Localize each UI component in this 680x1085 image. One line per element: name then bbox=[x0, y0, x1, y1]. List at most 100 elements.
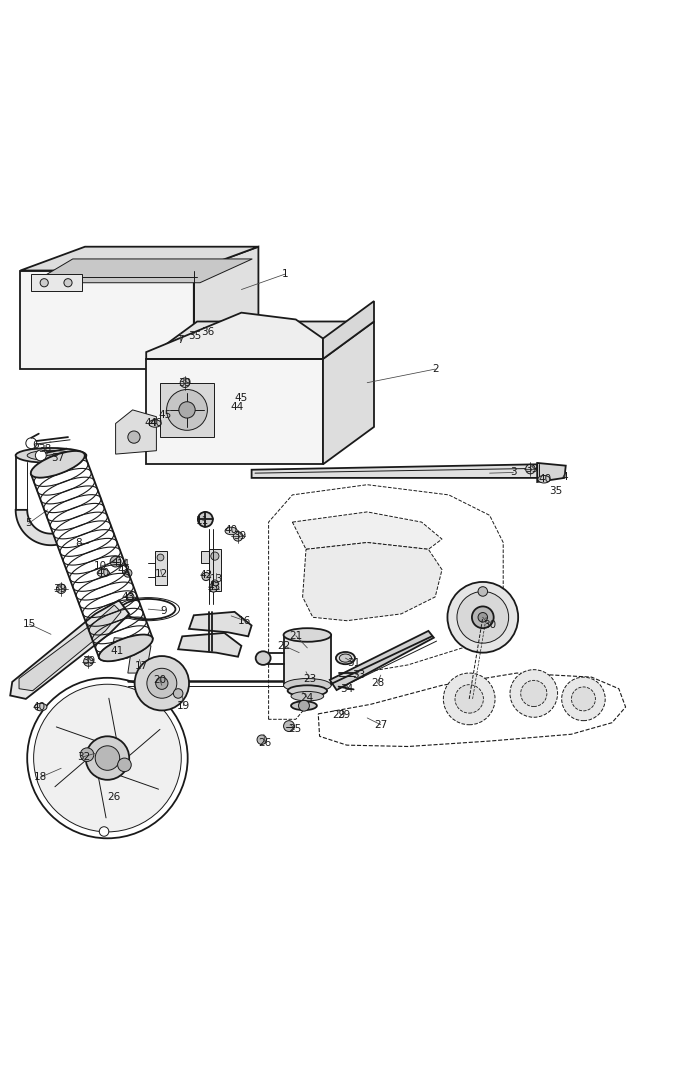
Ellipse shape bbox=[336, 652, 355, 664]
Text: 3: 3 bbox=[510, 468, 517, 477]
Text: 35: 35 bbox=[188, 331, 202, 342]
Polygon shape bbox=[10, 600, 129, 699]
Circle shape bbox=[472, 607, 494, 628]
Ellipse shape bbox=[99, 635, 153, 661]
Ellipse shape bbox=[27, 450, 75, 460]
Polygon shape bbox=[116, 410, 156, 455]
Text: 45: 45 bbox=[235, 394, 248, 404]
Polygon shape bbox=[323, 321, 374, 464]
Text: 13: 13 bbox=[209, 574, 223, 584]
Bar bbox=[201, 551, 221, 563]
Ellipse shape bbox=[291, 701, 317, 710]
Text: 37: 37 bbox=[51, 454, 65, 463]
Text: 7: 7 bbox=[177, 335, 184, 345]
Circle shape bbox=[457, 591, 509, 643]
Polygon shape bbox=[209, 549, 221, 591]
Ellipse shape bbox=[291, 691, 324, 701]
Polygon shape bbox=[537, 463, 566, 482]
Circle shape bbox=[562, 677, 605, 720]
Text: 8: 8 bbox=[75, 537, 82, 548]
Text: 44: 44 bbox=[230, 401, 243, 411]
Ellipse shape bbox=[31, 451, 85, 477]
Text: 41: 41 bbox=[110, 647, 124, 656]
Text: 39: 39 bbox=[178, 378, 192, 387]
Text: 19: 19 bbox=[177, 701, 190, 711]
Circle shape bbox=[443, 673, 495, 725]
Circle shape bbox=[455, 685, 483, 713]
Circle shape bbox=[210, 585, 217, 592]
Text: 6: 6 bbox=[32, 441, 39, 450]
Circle shape bbox=[478, 613, 488, 622]
Ellipse shape bbox=[72, 741, 103, 768]
Polygon shape bbox=[110, 638, 133, 659]
Polygon shape bbox=[16, 510, 86, 545]
Text: 43: 43 bbox=[121, 592, 135, 602]
Ellipse shape bbox=[149, 420, 161, 427]
Text: 27: 27 bbox=[374, 719, 388, 730]
Text: 18: 18 bbox=[34, 773, 48, 782]
Polygon shape bbox=[146, 359, 323, 464]
Text: 5: 5 bbox=[25, 519, 32, 528]
Circle shape bbox=[27, 678, 188, 839]
Circle shape bbox=[56, 584, 66, 593]
Circle shape bbox=[40, 279, 48, 286]
Text: 39: 39 bbox=[233, 531, 246, 540]
Circle shape bbox=[128, 431, 140, 443]
Circle shape bbox=[478, 587, 488, 597]
Text: 35: 35 bbox=[549, 486, 563, 496]
Circle shape bbox=[33, 685, 182, 832]
Text: 15: 15 bbox=[22, 620, 36, 629]
Circle shape bbox=[95, 745, 120, 770]
Circle shape bbox=[135, 656, 189, 711]
Circle shape bbox=[257, 735, 267, 744]
Circle shape bbox=[299, 700, 309, 711]
Text: 21: 21 bbox=[289, 630, 303, 640]
Polygon shape bbox=[194, 246, 258, 369]
Text: 26: 26 bbox=[107, 792, 121, 803]
Text: 39: 39 bbox=[525, 464, 539, 474]
Circle shape bbox=[84, 656, 93, 666]
Circle shape bbox=[127, 593, 134, 600]
Ellipse shape bbox=[97, 570, 109, 577]
Circle shape bbox=[180, 378, 190, 387]
Circle shape bbox=[521, 680, 547, 706]
Circle shape bbox=[526, 464, 535, 474]
Text: 12: 12 bbox=[155, 570, 169, 579]
Text: 23: 23 bbox=[303, 674, 316, 684]
Ellipse shape bbox=[225, 527, 237, 535]
Ellipse shape bbox=[288, 686, 327, 697]
Text: 14: 14 bbox=[117, 559, 131, 569]
Text: 2: 2 bbox=[432, 365, 439, 374]
Polygon shape bbox=[155, 551, 167, 585]
Circle shape bbox=[26, 437, 37, 449]
Ellipse shape bbox=[284, 678, 331, 692]
Text: 29: 29 bbox=[337, 710, 350, 719]
Circle shape bbox=[211, 579, 218, 587]
Circle shape bbox=[156, 677, 168, 689]
Circle shape bbox=[202, 573, 210, 580]
Polygon shape bbox=[284, 635, 331, 686]
Text: 24: 24 bbox=[301, 692, 314, 703]
Circle shape bbox=[64, 279, 72, 286]
Text: 1: 1 bbox=[282, 269, 289, 279]
Circle shape bbox=[118, 758, 131, 771]
Text: 9: 9 bbox=[160, 605, 167, 615]
Polygon shape bbox=[20, 246, 258, 270]
Text: 28: 28 bbox=[371, 678, 384, 688]
Text: 39: 39 bbox=[82, 656, 95, 666]
Ellipse shape bbox=[111, 753, 138, 777]
Text: 36: 36 bbox=[201, 327, 214, 336]
Text: 40: 40 bbox=[539, 474, 552, 484]
Polygon shape bbox=[128, 641, 151, 673]
Polygon shape bbox=[19, 605, 121, 691]
Text: 11: 11 bbox=[196, 515, 209, 526]
Text: 25: 25 bbox=[288, 725, 301, 735]
Text: 40: 40 bbox=[33, 702, 46, 712]
Text: 40: 40 bbox=[97, 569, 110, 578]
Text: 39: 39 bbox=[53, 584, 67, 593]
Ellipse shape bbox=[339, 654, 352, 662]
Polygon shape bbox=[20, 270, 194, 369]
Circle shape bbox=[447, 582, 518, 653]
Circle shape bbox=[110, 557, 121, 567]
Circle shape bbox=[167, 390, 207, 431]
